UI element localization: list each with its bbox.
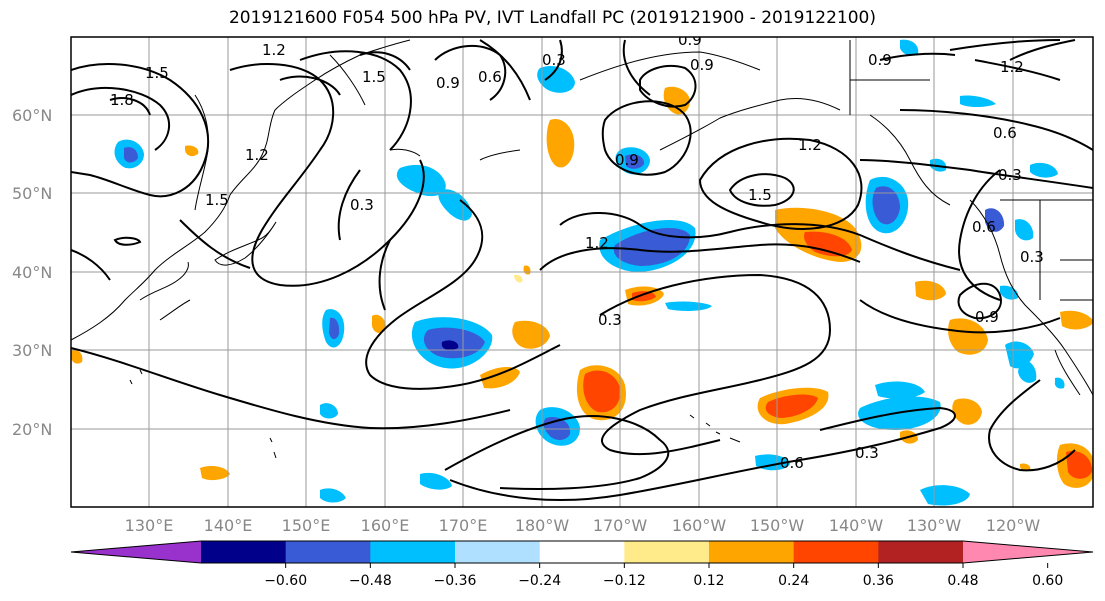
contour-label: 0.6 <box>972 218 996 236</box>
positive-anomaly-patches <box>71 86 1093 488</box>
lat-label: 50°N <box>12 184 52 203</box>
colorbar-segment <box>793 541 879 563</box>
lat-label: 30°N <box>12 341 52 360</box>
map-gridlines <box>71 37 1093 507</box>
contour-label: 0.9 <box>678 31 702 49</box>
contour-label: 1.2 <box>1000 58 1024 76</box>
lon-label: 180°W <box>515 516 570 535</box>
latitude-labels: 60°N 50°N 40°N 30°N 20°N <box>12 106 52 439</box>
contour-labels: 1.5 1.8 1.2 1.5 1.5 0.9 0.6 0.3 0.3 0.9 … <box>110 31 1044 472</box>
lon-label: 160°W <box>672 516 727 535</box>
contour-label: 0.3 <box>855 444 879 462</box>
contour-label: 1.2 <box>798 136 822 154</box>
colorbar-extend-low <box>71 541 201 563</box>
contour-label: 1.5 <box>145 64 169 82</box>
colorbar-tick-label: 0.12 <box>693 573 724 589</box>
contour-label: 1.5 <box>362 68 386 86</box>
colorbar-tick-label: −0.12 <box>603 573 646 589</box>
contour-label: 0.3 <box>598 311 622 329</box>
lon-label: 150°W <box>750 516 805 535</box>
contour-label: 1.2 <box>245 146 269 164</box>
contour-label: 0.9 <box>436 74 460 92</box>
contour-label: 0.9 <box>975 308 999 326</box>
contour-label: 1.5 <box>748 186 772 204</box>
colorbar: −0.60 −0.48 −0.36 −0.24 −0.12 0.12 0.24 0.36 0.4… <box>70 540 1094 589</box>
lon-label: 140°E <box>204 516 253 535</box>
map-title: 2019121600 F054 500 hPa PV, IVT Landfall… <box>228 8 876 28</box>
lat-label: 40°N <box>12 263 52 282</box>
contour-label: 0.3 <box>350 196 374 214</box>
colorbar-tick-label: 0.36 <box>863 573 894 589</box>
colorbar-segment <box>201 541 287 563</box>
colorbar-segment <box>709 541 795 563</box>
colorbar-tick-label: −0.60 <box>264 573 307 589</box>
lon-label: 170°E <box>439 516 488 535</box>
contour-label: 0.3 <box>1020 248 1044 266</box>
map-frame <box>70 36 1094 508</box>
longitude-labels: 130°E 140°E 150°E 160°E 170°E 180°W 170°… <box>125 516 1041 535</box>
contour-label: 0.3 <box>542 51 566 69</box>
contour-label: 0.6 <box>780 454 804 472</box>
colorbar-segment <box>539 541 625 563</box>
lat-label: 20°N <box>12 420 52 439</box>
contour-label: 0.6 <box>478 68 502 86</box>
map-panel: 1.5 1.8 1.2 1.5 1.5 0.9 0.6 0.3 0.3 0.9 … <box>71 31 1093 507</box>
lon-label: 170°W <box>593 516 648 535</box>
colorbar-segment <box>455 541 541 563</box>
contour-label: 0.9 <box>690 56 714 74</box>
lat-label: 60°N <box>12 106 52 125</box>
contour-label: 0.9 <box>868 51 892 69</box>
colorbar-tick-label: 0.60 <box>1032 573 1063 589</box>
colorbar-segment <box>285 541 371 563</box>
colorbar-segment <box>878 541 964 563</box>
colorbar-tick-label: 0.48 <box>947 573 978 589</box>
lon-label: 130°E <box>125 516 174 535</box>
coastlines <box>71 39 1093 459</box>
contour-label: 1.2 <box>585 234 609 252</box>
colorbar-tick-label: 0.24 <box>778 573 809 589</box>
colorbar-tick-label: −0.48 <box>349 573 392 589</box>
contour-label: 1.8 <box>110 91 134 109</box>
colorbar-tick-label: −0.36 <box>434 573 477 589</box>
contour-label: 1.5 <box>205 191 229 209</box>
lon-label: 150°E <box>282 516 331 535</box>
pv-contours <box>71 39 1093 501</box>
lon-label: 130°W <box>907 516 962 535</box>
contour-label: 0.6 <box>993 124 1017 142</box>
lon-label: 140°W <box>829 516 884 535</box>
colorbar-extend-high <box>963 541 1093 563</box>
colorbar-segment <box>624 541 710 563</box>
contour-label: 0.3 <box>998 166 1022 184</box>
colorbar-tick-label: −0.24 <box>518 573 561 589</box>
colorbar-outline <box>70 540 1094 564</box>
colorbar-segment <box>370 541 456 563</box>
contour-label: 0.9 <box>615 151 639 169</box>
lon-label: 120°W <box>986 516 1041 535</box>
contour-label: 1.2 <box>262 41 286 59</box>
lon-label: 160°E <box>361 516 410 535</box>
